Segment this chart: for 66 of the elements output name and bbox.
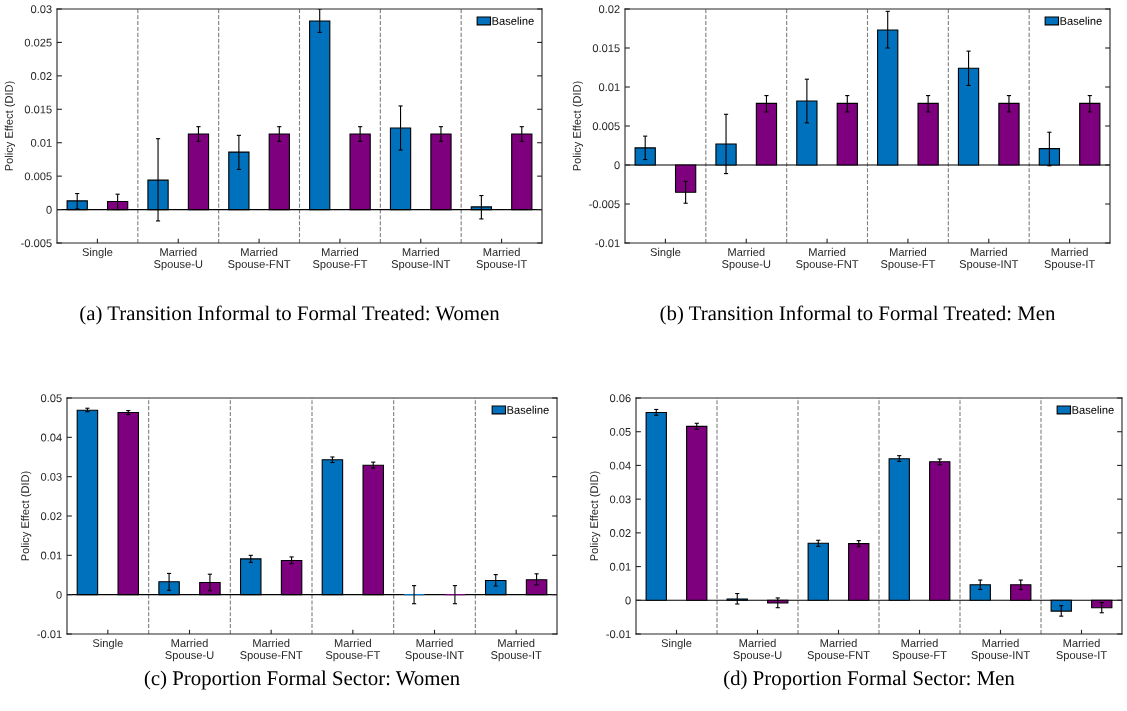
x-tick-label: Married Spouse-INT [391,247,451,271]
x-tick-label: Married Spouse-FT [312,247,368,271]
legend-label: Baseline [492,16,534,25]
y-tick-label: 0.03 [609,495,631,504]
legend-label: Baseline [1072,405,1114,414]
y-axis-title: Policy Effect (DID) [589,471,601,561]
x-tick-label: Married Spouse-FT [880,247,936,271]
text: (b) Transition Informal to Formal Treated: Men [660,305,1056,325]
x-tick-label: Married Spouse-IT [491,638,542,662]
y-tick-label: 0.05 [609,427,631,436]
y-tick-label: 0.01 [609,562,631,571]
y-tick-label: 0 [614,161,620,170]
x-tick-label: Married Spouse-IT [1056,638,1107,662]
y-tick-label: -0.005 [21,239,52,248]
x-tick-label: Married Spouse-U [722,247,771,271]
text: (d) Proportion Formal Sector: Men [724,670,1015,690]
y-tick-label: -0.01 [37,630,62,639]
legend-label: Baseline [507,405,549,414]
y-tick-label: 0.01 [598,83,620,92]
y-tick-label: -0.01 [595,239,620,248]
text: (c) Proportion Formal Sector: Women [144,670,460,690]
x-tick-label: Married Spouse-INT [971,638,1030,662]
y-axis-title: Policy Effect (DID) [572,81,584,171]
y-tick-label: 0.015 [24,105,52,114]
y-tick-label: 0.02 [598,5,620,14]
y-tick-label: 0.03 [40,472,62,481]
x-tick-label: Married Spouse-IT [476,247,527,271]
y-tick-label: 0 [56,590,62,599]
y-tick-label: 0 [46,205,52,214]
x-tick-label: Single [82,247,113,259]
x-tick-label: Single [92,638,123,650]
y-tick-label: 0.025 [24,38,52,47]
y-tick-label: -0.005 [589,200,620,209]
y-tick-label: 0.01 [30,138,52,147]
y-tick-label: 0.05 [40,394,62,403]
x-tick-label: Married Spouse-U [154,247,203,271]
x-tick-label: Married Spouse-FNT [807,638,870,662]
y-axis-title: Policy Effect (DID) [20,471,32,561]
x-tick-label: Single [650,247,681,259]
y-tick-label: -0.01 [606,630,631,639]
y-tick-label: 0.02 [30,72,52,80]
text: (a) Transition Informal to Formal Treated: Women [80,305,500,325]
x-tick-label: Single [661,638,692,650]
y-tick-label: 0.02 [40,512,62,521]
x-tick-label: Married Spouse-U [165,638,214,662]
x-tick-label: Married Spouse-FT [325,638,381,662]
y-tick-label: 0.005 [24,172,52,181]
y-tick-label: 0.06 [609,394,631,403]
y-tick-label: 0.005 [592,122,620,131]
y-tick-label: 0.015 [592,44,620,53]
x-tick-label: Married Spouse-INT [405,638,464,662]
x-tick-label: Married Spouse-IT [1044,247,1095,271]
x-tick-label: Married Spouse-INT [959,247,1019,271]
y-axis-title: Policy Effect (DID) [4,81,16,171]
y-tick-label: 0 [625,596,631,605]
x-tick-label: Married Spouse-FNT [228,247,291,271]
y-tick-label: 0.04 [40,433,62,442]
y-tick-label: 0.03 [30,5,52,14]
x-tick-label: Married Spouse-FNT [240,638,303,662]
legend-label: Baseline [1060,16,1102,25]
y-tick-label: 0.04 [609,461,631,470]
x-tick-label: Married Spouse-U [733,638,782,662]
y-tick-label: 0.02 [609,529,631,537]
x-tick-label: Married Spouse-FNT [796,247,859,271]
y-tick-label: 0.01 [40,551,62,560]
x-tick-label: Married Spouse-FT [892,638,947,662]
